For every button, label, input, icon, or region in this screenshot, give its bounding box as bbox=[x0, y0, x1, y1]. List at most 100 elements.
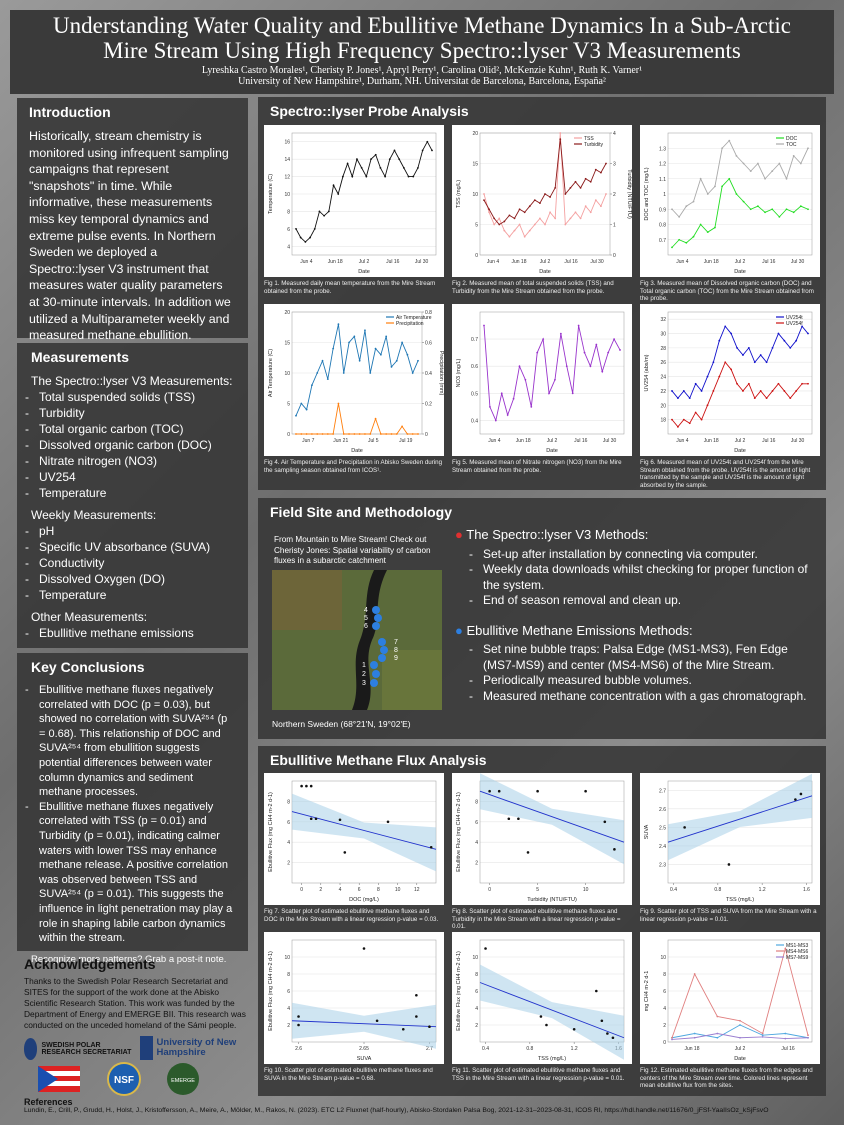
point bbox=[489, 405, 491, 408]
point bbox=[677, 425, 679, 428]
legend-label: DOC bbox=[786, 136, 798, 142]
point bbox=[393, 149, 396, 152]
list-item: Conductivity bbox=[25, 555, 236, 571]
point bbox=[316, 372, 319, 374]
y-tick-label: 0 bbox=[663, 1040, 666, 1046]
point bbox=[783, 390, 786, 392]
point bbox=[594, 168, 597, 171]
point bbox=[706, 231, 709, 234]
point bbox=[507, 817, 511, 821]
point bbox=[526, 851, 530, 854]
point bbox=[548, 392, 550, 395]
point bbox=[571, 392, 574, 395]
point bbox=[542, 338, 545, 341]
y-tick-label: 4 bbox=[475, 1006, 478, 1012]
series-line bbox=[483, 132, 607, 238]
point bbox=[771, 208, 774, 211]
logo-text: EMERGE bbox=[171, 1078, 195, 1084]
point bbox=[783, 339, 786, 342]
point bbox=[595, 343, 598, 346]
list: Ebullitive methane fluxes negatively cor… bbox=[25, 683, 236, 946]
point bbox=[342, 433, 345, 435]
point bbox=[533, 223, 536, 226]
point bbox=[700, 390, 703, 392]
point bbox=[523, 211, 526, 214]
point bbox=[688, 422, 691, 425]
point bbox=[799, 792, 803, 796]
list: pHSpecific UV absorbance (SUVA)Conductiv… bbox=[25, 523, 236, 603]
y-tick-label: 2.7 bbox=[659, 788, 666, 794]
y-axis-label: DOC and TOC (mg/L) bbox=[644, 167, 650, 220]
point bbox=[309, 784, 313, 788]
point bbox=[346, 162, 349, 165]
point bbox=[300, 433, 303, 435]
x-tick-label: Jun 4 bbox=[487, 259, 499, 265]
confidence-band bbox=[292, 1002, 436, 1049]
map-label: 7 bbox=[394, 639, 398, 646]
figure: 2 4 6 8 0 2 4 6 8 10 12 DOC (mg/L) Ebullitive Flux (… bbox=[264, 773, 444, 905]
point bbox=[600, 171, 602, 174]
plot-frame bbox=[291, 939, 437, 1043]
logo-icon bbox=[140, 1036, 153, 1060]
point bbox=[606, 1032, 609, 1035]
point bbox=[730, 332, 733, 335]
point bbox=[351, 175, 354, 178]
list: Set-up after installation by connecting … bbox=[469, 547, 820, 609]
point bbox=[374, 417, 377, 420]
point bbox=[789, 397, 792, 400]
y-tick-label: 2 bbox=[663, 1023, 666, 1029]
point bbox=[728, 139, 731, 142]
x-tick-label: Jul 16 bbox=[762, 438, 776, 444]
point bbox=[771, 390, 774, 392]
x-axis-label: SUVA bbox=[357, 1056, 372, 1062]
point bbox=[801, 382, 803, 385]
point bbox=[807, 1034, 809, 1037]
point bbox=[523, 235, 526, 238]
point bbox=[784, 947, 787, 950]
point bbox=[736, 346, 738, 349]
point bbox=[533, 199, 536, 201]
emerge-logo bbox=[167, 1063, 199, 1095]
list-item: Dissolved Oxygen (DO) bbox=[25, 571, 236, 587]
point bbox=[398, 158, 401, 161]
point bbox=[513, 217, 516, 220]
list-item: Dissolved organic carbon (DOC) bbox=[25, 437, 236, 453]
point bbox=[753, 397, 756, 400]
figure: 2 4 6 8 0 5 10 Turbidity (NTU/FTU) Ebullitive Fl… bbox=[452, 773, 632, 905]
point bbox=[619, 349, 621, 351]
point bbox=[358, 359, 361, 362]
x-tick-label: Jul 2 bbox=[359, 259, 370, 265]
point bbox=[692, 200, 695, 203]
point bbox=[727, 863, 731, 866]
point bbox=[536, 351, 539, 354]
y-tick-label: 2 bbox=[475, 861, 478, 867]
point bbox=[412, 175, 415, 178]
point bbox=[579, 217, 582, 220]
x-axis-label: Date bbox=[351, 448, 363, 454]
point bbox=[332, 433, 335, 435]
point bbox=[508, 214, 511, 217]
figure: 0.7 0.8 0.9 1 1.1 1.2 1.3 Jun 4 Jun 18 Jul 2 Jul 1… bbox=[640, 125, 820, 277]
y2-tick-label: 0.6 bbox=[425, 341, 432, 347]
point bbox=[742, 390, 744, 392]
list: Total suspended solids (TSS)TurbidityTot… bbox=[25, 389, 236, 501]
point bbox=[742, 354, 744, 356]
point bbox=[356, 158, 358, 161]
y-tick-label: 12 bbox=[284, 175, 290, 181]
point bbox=[305, 433, 308, 435]
point bbox=[682, 390, 685, 392]
y-tick-label: 10 bbox=[284, 192, 290, 198]
x-tick-label: 0.4 bbox=[482, 1046, 489, 1052]
point bbox=[728, 177, 731, 180]
point bbox=[411, 372, 414, 374]
point bbox=[304, 241, 307, 243]
point bbox=[384, 175, 387, 178]
x-tick-label: 2 bbox=[319, 887, 322, 893]
point bbox=[611, 1036, 615, 1040]
point bbox=[326, 378, 329, 380]
y-tick-label: 0.4 bbox=[471, 418, 478, 424]
regression-line bbox=[667, 795, 813, 843]
point bbox=[595, 989, 598, 993]
y-axis-label: Ebullitive Flux (mg CH4 m-2 d-1) bbox=[268, 792, 274, 872]
